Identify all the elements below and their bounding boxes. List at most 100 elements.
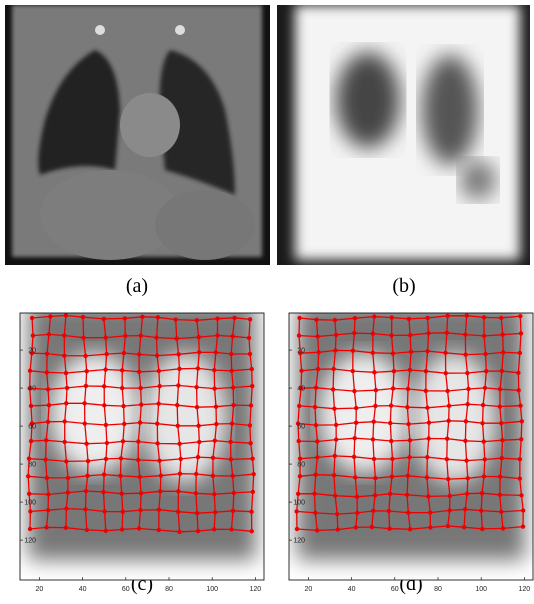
grid-node [482,334,486,338]
grid-node [372,314,376,318]
grid-node [248,423,252,427]
deformation-image [20,303,264,580]
grid-node [425,316,429,320]
grid-node [195,318,199,322]
grid-node [406,422,410,426]
grid-node [428,525,432,529]
grid-node [28,369,32,373]
grid-node [425,406,429,410]
grid-node [176,352,180,356]
grid-node [463,439,467,443]
grid-node [139,491,143,495]
grid-node [296,492,300,496]
grid-node [331,367,335,371]
grid-node [466,476,470,480]
grid-node [27,456,31,460]
grid-node [84,369,88,373]
grid-node [519,437,523,441]
grid-node [179,457,183,461]
grid-node [407,317,411,321]
grid-node [391,351,395,355]
grid-node [81,315,85,319]
grid-node [352,455,356,459]
grid-node [159,473,163,477]
grid-node [482,439,486,443]
grid-node [518,314,522,318]
grid-node [387,509,391,513]
grid-node [248,441,252,445]
grid-node [520,419,524,423]
grid-node [388,421,392,425]
grid-node [140,315,144,319]
grid-node [498,387,502,391]
grid-node [212,492,216,496]
grid-node [85,528,89,532]
grid-node [334,437,338,441]
grid-node [138,386,142,390]
grid-node [213,439,217,443]
grid-node [46,387,50,391]
grid-node [138,475,142,479]
grid-node [482,315,486,319]
grid-node [137,370,141,374]
x-tick-label: 120 [519,586,531,593]
grid-node [465,313,469,317]
grid-node [177,367,181,371]
grid-node [47,403,51,407]
grid-node [405,405,409,409]
grid-node [121,404,125,408]
grid-node [196,529,200,533]
page: {"panels": [ {"caption": "(a)"}, {"capti… [0,0,534,604]
grid-node [498,493,502,497]
grid-node [138,420,142,424]
grid-node [197,440,201,444]
grid-node [500,333,504,337]
grid-node [215,333,219,337]
grid-node [213,510,217,514]
grid-node [405,493,409,497]
grid-node [374,388,378,392]
grid-node [85,474,89,478]
grid-node [231,509,235,513]
grid-node [333,493,337,497]
grid-node [297,404,301,408]
grid-node [123,316,127,320]
grid-node [466,387,470,391]
grid-node [426,331,430,335]
grid-node [391,386,395,390]
grid-node [28,527,32,531]
grid-node [232,316,236,320]
grid-node [155,353,159,357]
grid-node [516,388,520,392]
grid-node [446,477,450,481]
grid-node [389,403,393,407]
x-tick-label: 100 [475,586,487,593]
grid-node [406,387,410,391]
grid-node [315,334,319,338]
grid-node [354,406,358,410]
grid-node [314,385,318,389]
grid-node [64,459,68,463]
grid-node [176,509,180,513]
grid-node [31,333,35,337]
grid-node [136,458,140,462]
grid-node [334,333,338,337]
grid-node [250,384,254,388]
grid-node [334,423,338,427]
grid-node [232,491,236,495]
grid-node [483,386,487,390]
grid-node [521,524,525,528]
grid-node [155,421,159,425]
grid-node [248,352,252,356]
grid-node [297,316,301,320]
grid-node [351,349,355,353]
grid-node [518,457,522,461]
grid-node [249,403,253,407]
grid-node [46,508,50,512]
grid-node [518,404,522,408]
grid-node [229,527,233,531]
grid-node [499,421,503,425]
grid-node [102,317,106,321]
grid-node [229,352,233,356]
grid-node [177,442,181,446]
